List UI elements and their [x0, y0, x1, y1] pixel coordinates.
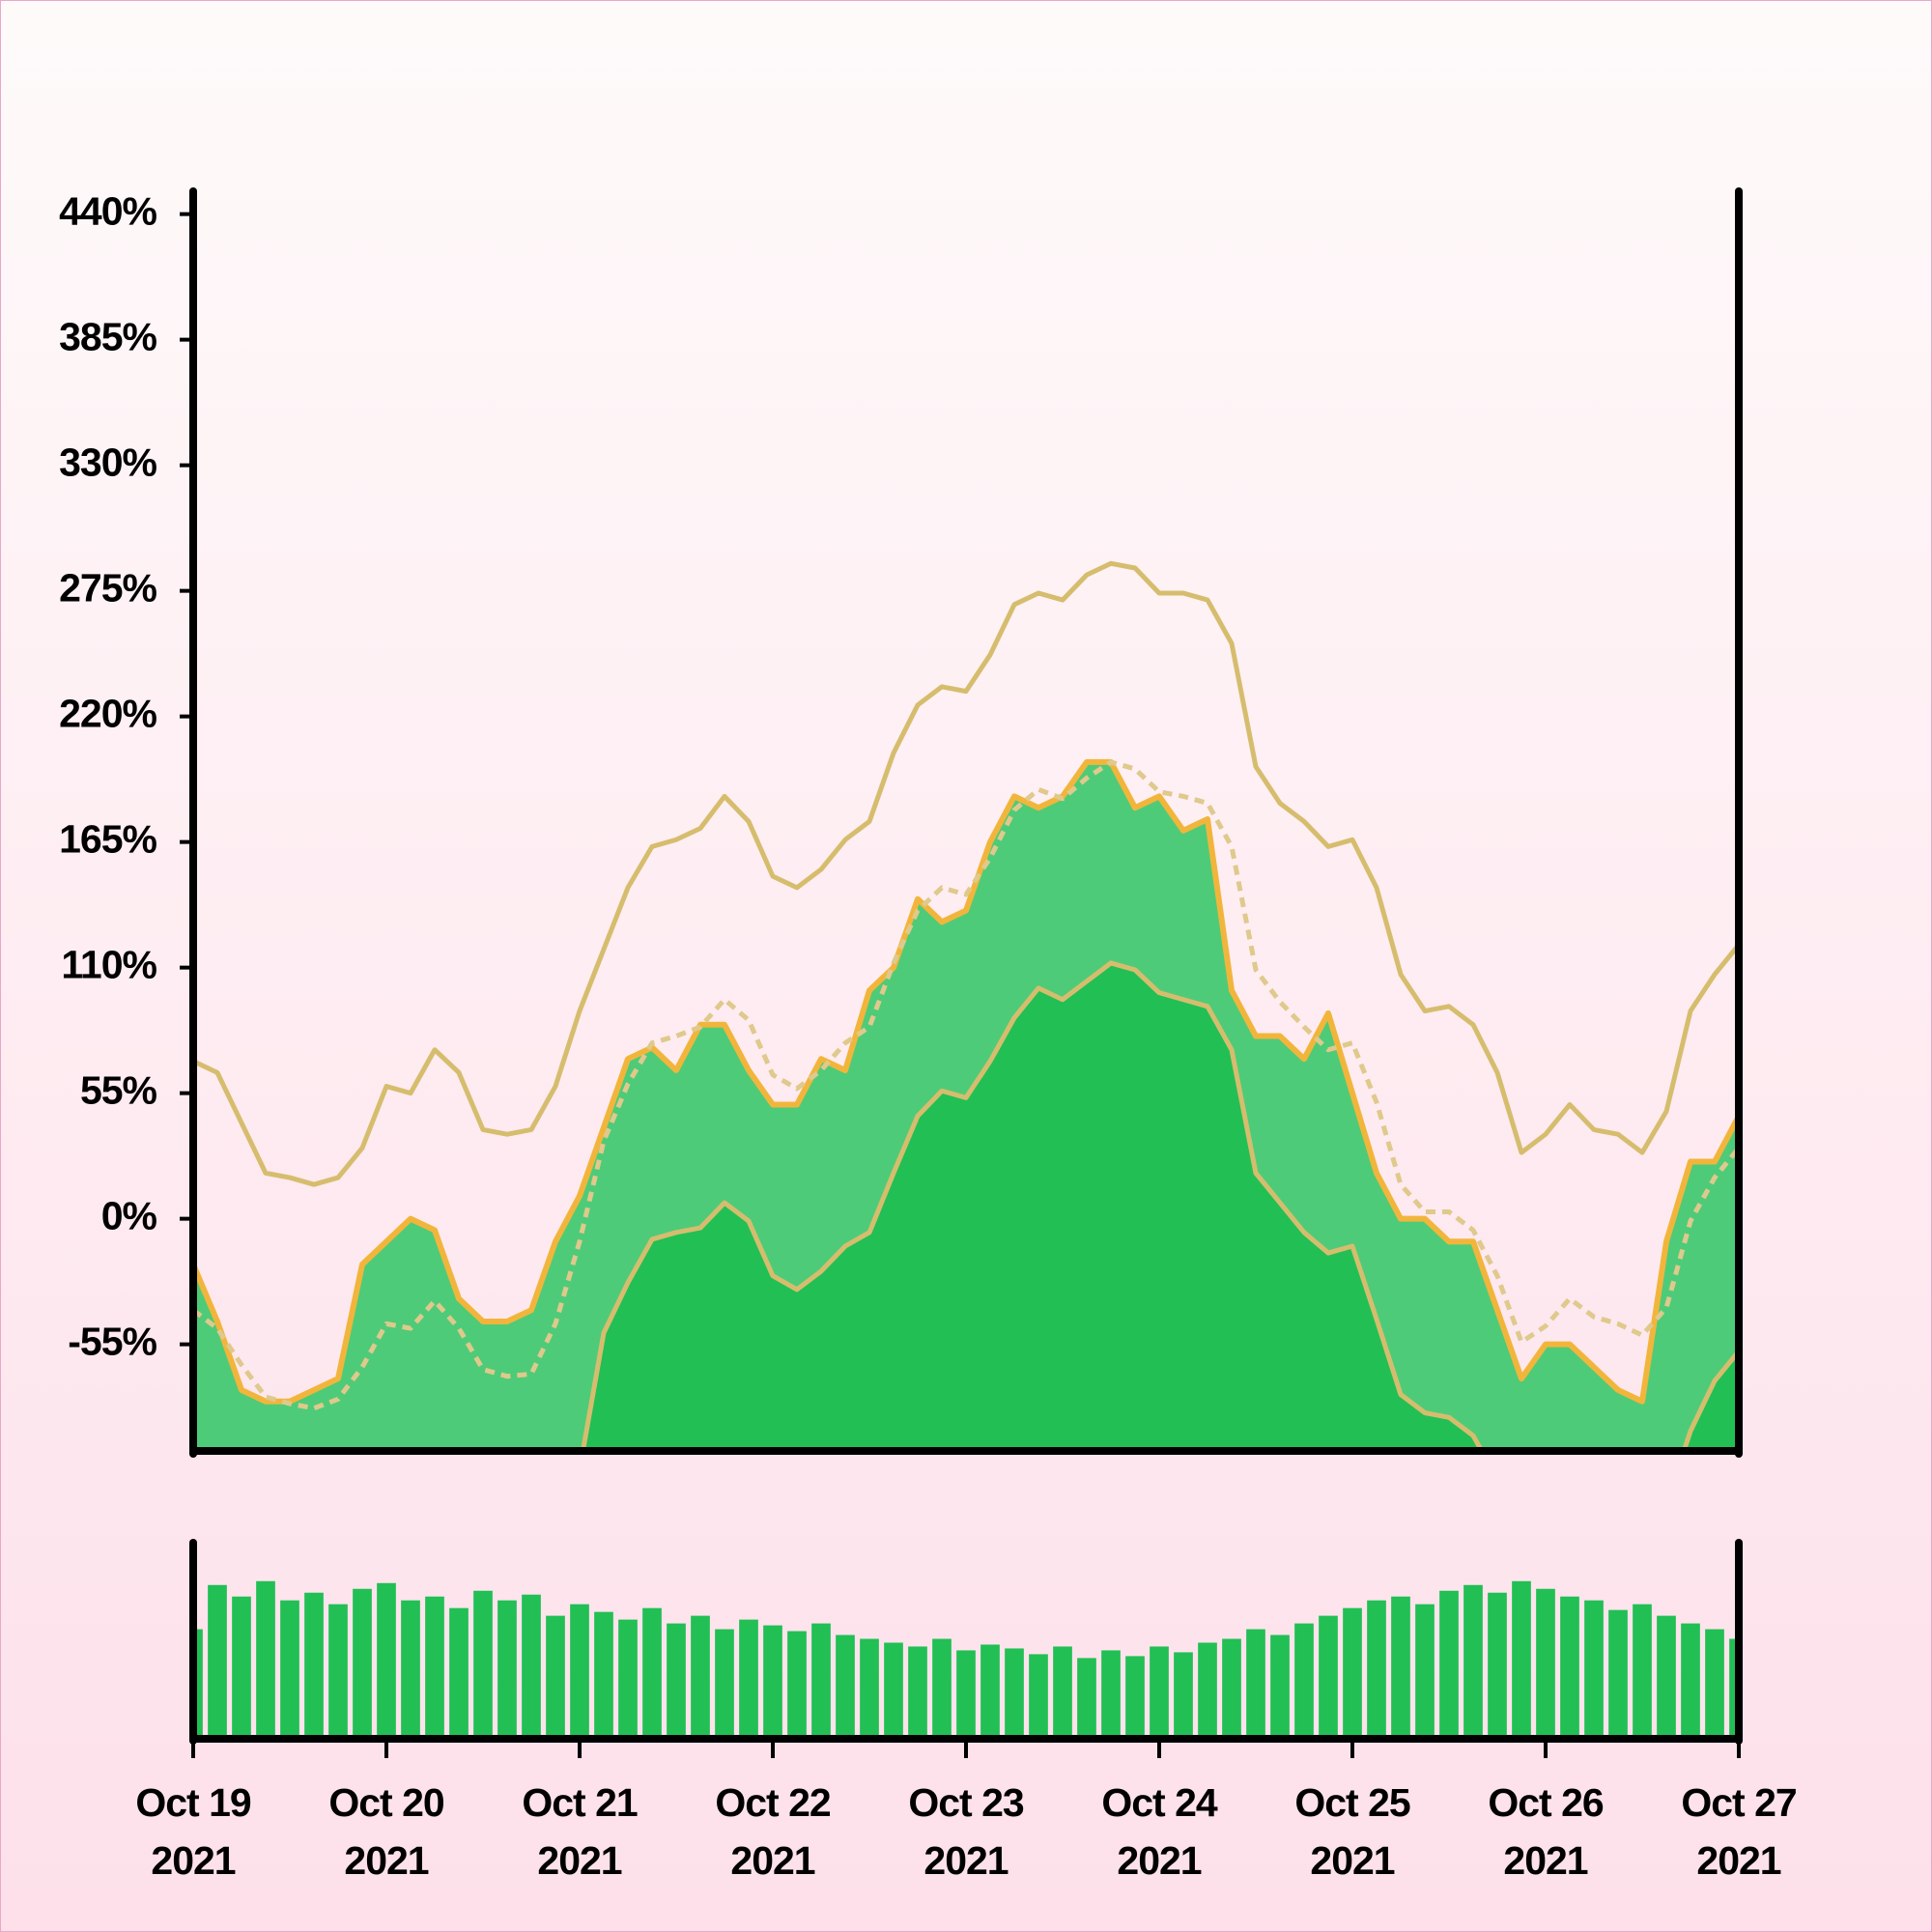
x-tick-label: Oct 20 2021 [328, 1780, 444, 1883]
y-tick-label: 275% [59, 565, 156, 610]
volume-bar [280, 1600, 299, 1735]
volume-bar [522, 1594, 541, 1735]
y-tick-label: 220% [59, 691, 156, 735]
volume-bar [1391, 1596, 1410, 1735]
volume-bar [1415, 1604, 1435, 1735]
volume-bar [1536, 1588, 1555, 1735]
volume-bar [1101, 1650, 1121, 1735]
volume-bar [1657, 1615, 1676, 1735]
x-tick-label: Oct 26 2021 [1488, 1780, 1604, 1883]
x-tick-label: Oct 24 2021 [1101, 1780, 1217, 1883]
volume-bar [594, 1611, 613, 1735]
volume-bar [1608, 1609, 1628, 1735]
volume-bar [1343, 1607, 1362, 1735]
axes: -55% 0% 55% 110% 165% 220% 275% 330% 385% 440% [59, 187, 1743, 1758]
y-tick-label: 330% [59, 440, 156, 484]
volume-bar [1005, 1648, 1024, 1735]
volume-bar [232, 1596, 251, 1735]
y-tick-label: 385% [59, 314, 156, 358]
volume-bar [304, 1592, 324, 1735]
y-tick-label: 165% [59, 816, 156, 861]
volume-bar [884, 1642, 903, 1735]
volume-bar [1584, 1600, 1604, 1735]
line [193, 560, 1739, 1187]
volume-bar [956, 1650, 976, 1735]
volume-bar [1246, 1629, 1265, 1735]
volume-bar [377, 1582, 396, 1735]
x-tick-label: Oct 27 2021 [1681, 1780, 1797, 1883]
volume-bar [1294, 1623, 1314, 1735]
volume-bar [932, 1638, 952, 1735]
volume-bar [208, 1584, 227, 1735]
volume-bar [1077, 1658, 1096, 1735]
volume-bar [1705, 1629, 1724, 1735]
volume-bar [256, 1580, 275, 1735]
volume-bar [667, 1623, 686, 1735]
volume-bar [1729, 1638, 1739, 1735]
volume-bar [787, 1631, 807, 1735]
volume-bar [1150, 1646, 1169, 1735]
volume-bar [1439, 1590, 1459, 1735]
volume-bar [642, 1607, 662, 1735]
x-tick-label: Oct 23 2021 [908, 1780, 1024, 1883]
volume-bar [980, 1644, 1000, 1735]
plot-area [193, 560, 1739, 1447]
volume-bar [1125, 1656, 1145, 1735]
volume-bar [908, 1646, 927, 1735]
x-tick-label: Oct 19 2021 [135, 1780, 251, 1883]
volume-bar [1367, 1600, 1386, 1735]
volume-bar [328, 1604, 348, 1735]
volume-bar [618, 1619, 638, 1735]
volume-bar [836, 1634, 855, 1735]
volume-bar [763, 1625, 782, 1735]
volume-bar [570, 1604, 589, 1735]
volume-area [193, 1580, 1739, 1735]
y-tick-label: 440% [59, 188, 156, 233]
x-tick-label: Oct 21 2021 [522, 1780, 638, 1883]
line [193, 758, 1739, 1405]
volume-bar [449, 1607, 469, 1735]
volume-bar [1053, 1646, 1072, 1735]
x-tick-label: Oct 22 2021 [715, 1780, 831, 1883]
volume-bar [1463, 1584, 1483, 1735]
volume-bar [1633, 1604, 1652, 1735]
volume-bar [473, 1590, 493, 1735]
volume-bar [1029, 1654, 1048, 1735]
volume-bar [353, 1588, 372, 1735]
y-tick-label: 55% [80, 1067, 157, 1112]
volume-bar [860, 1638, 879, 1735]
volume-bar [1174, 1652, 1193, 1735]
volume-bar [811, 1623, 831, 1735]
line [193, 759, 1739, 1411]
volume-bar [739, 1619, 758, 1735]
y-tick-label: 0% [101, 1193, 157, 1237]
volume-bar [1198, 1642, 1217, 1735]
volume-bar [1270, 1634, 1290, 1735]
volume-bar [193, 1629, 203, 1735]
volume-bar [1560, 1596, 1579, 1735]
x-tick-label: Oct 25 2021 [1294, 1780, 1410, 1883]
y-tick-label: 110% [61, 942, 156, 986]
volume-bar [497, 1600, 517, 1735]
volume-bar [546, 1615, 565, 1735]
volume-bar [1681, 1623, 1700, 1735]
line [581, 960, 1739, 1447]
volume-bar [1488, 1592, 1507, 1735]
volume-bar [1319, 1615, 1338, 1735]
area [583, 962, 1739, 1447]
volume-bar [1512, 1580, 1531, 1735]
y-tick-label: -55% [68, 1319, 156, 1363]
volume-bar [425, 1596, 444, 1735]
volume-bar [401, 1600, 420, 1735]
volume-bar [691, 1615, 710, 1735]
volume-bar [1222, 1638, 1241, 1735]
volume-bar [715, 1629, 734, 1735]
